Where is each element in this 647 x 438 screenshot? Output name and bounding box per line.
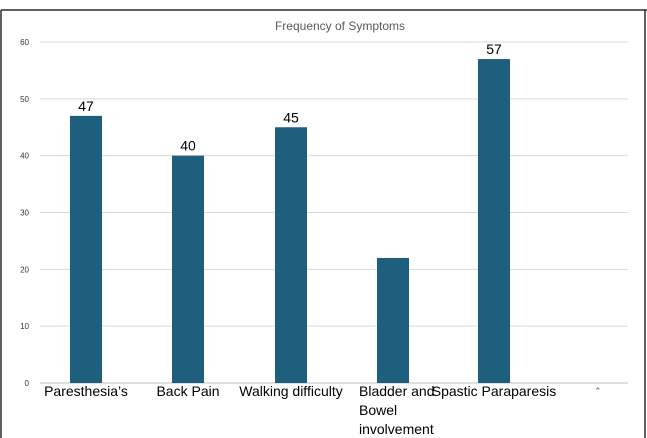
grid-lines [40, 41, 628, 384]
data-label: 57 [486, 41, 502, 57]
data-label: 47 [78, 98, 94, 114]
chart-title: Frequency of Symptoms [275, 19, 405, 33]
y-axis-ticks: 0 10 20 30 40 50 60 [20, 38, 29, 388]
y-tick-label: 40 [20, 152, 29, 161]
x-tick-label-line: involvement [359, 421, 434, 437]
x-tick-label: Spastic Paraparesis [432, 383, 557, 399]
bar [478, 59, 510, 384]
bars [70, 59, 510, 384]
x-tick-label-line: Bladder and [359, 383, 435, 399]
bar [275, 127, 307, 383]
data-label: 45 [283, 109, 299, 125]
bar [377, 257, 409, 383]
x-tick-label: Paresthesia’s [44, 383, 128, 399]
data-labels: 47 40 45 57 [78, 41, 502, 154]
y-tick-label: 20 [20, 265, 29, 274]
x-tick-label-line: Walking difficulty [239, 383, 342, 399]
y-tick-label: 60 [20, 38, 29, 47]
x-tick-label: Bladder and Bowel involvement [359, 383, 435, 437]
x-tick-label-line: Paresthesia’s [44, 383, 128, 399]
x-tick-label: Walking difficulty [239, 383, 342, 399]
x-tick-label-line: Spastic Paraparesis [432, 383, 557, 399]
bar [172, 155, 204, 383]
y-tick-label: 10 [20, 322, 29, 331]
data-label: 40 [180, 138, 196, 154]
resize-caret-icon: ⌃ [594, 387, 602, 397]
y-tick-label: 0 [25, 379, 30, 388]
x-tick-label: Back Pain [156, 383, 219, 399]
y-tick-label: 50 [20, 95, 29, 104]
x-axis-ticks: Paresthesia’s Back Pain Walking difficulty… [44, 383, 556, 437]
x-tick-label-line: Bowel [359, 402, 397, 418]
x-tick-label-line: Back Pain [156, 383, 219, 399]
bar [70, 115, 102, 383]
y-tick-label: 30 [20, 209, 29, 218]
